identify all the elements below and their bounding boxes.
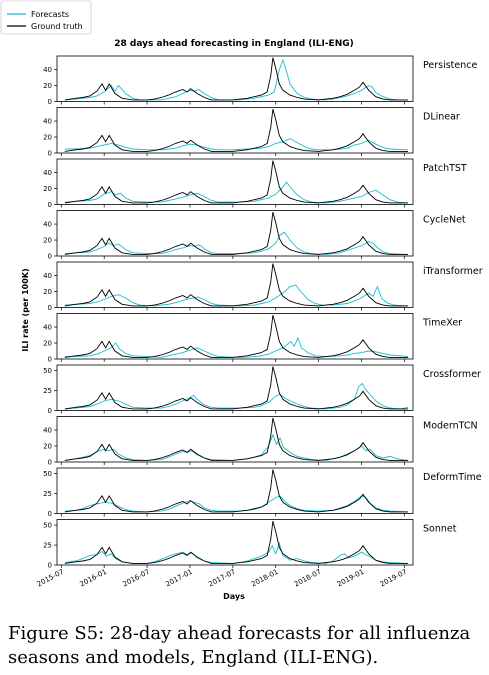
y-tick-label: 40 — [43, 427, 52, 435]
forecast-line — [64, 541, 409, 564]
panel-patchtst: 0 20 40 PatchTST — [43, 158, 467, 209]
y-tick-label: 20 — [43, 134, 52, 142]
y-tick-label: 25 — [43, 542, 52, 550]
x-tick-label: 2019-01 — [336, 568, 366, 589]
ground-truth-line — [64, 108, 408, 152]
forecast-line — [64, 337, 409, 358]
y-tick-label: 0 — [48, 407, 52, 415]
y-tick-label: 40 — [43, 324, 52, 332]
y-tick-label: 40 — [43, 169, 52, 177]
forecast-line — [64, 433, 409, 461]
y-tick-label: 20 — [43, 340, 52, 348]
y-tick-label: 25 — [43, 490, 52, 498]
y-tick-label: 20 — [43, 237, 52, 245]
legend-forecast-label: Forecasts — [31, 10, 69, 19]
ground-truth-line — [64, 520, 408, 564]
y-tick-label: 25 — [43, 387, 52, 395]
y-axis-label: ILI rate (per 100K) — [21, 268, 30, 351]
y-tick-label: 20 — [43, 82, 52, 90]
model-label-patchtst: PatchTST — [423, 163, 467, 174]
legend: Forecasts Ground truth — [0, 0, 92, 35]
model-label-deformtime: DeformTime — [423, 472, 482, 483]
y-tick-label: 50 — [43, 367, 52, 375]
ground-truth-line — [64, 366, 408, 410]
y-tick-label: 40 — [43, 66, 52, 74]
model-label-dlinear: DLinear — [423, 112, 460, 123]
panel-frame — [56, 210, 414, 257]
x-tick-label: 2017-01 — [164, 568, 194, 589]
x-tick-label: 2018-01 — [250, 568, 280, 589]
y-tick-label: 20 — [43, 443, 52, 451]
panel-frame — [56, 467, 414, 514]
y-tick-label: 0 — [48, 253, 52, 261]
ground-truth-line — [64, 469, 408, 513]
model-label-sonnet: Sonnet — [423, 524, 457, 535]
forecast-line — [64, 284, 409, 307]
panel-frame — [56, 158, 414, 205]
panel-frame — [56, 364, 414, 411]
y-tick-label: 0 — [48, 459, 52, 467]
forecast-line — [64, 138, 409, 151]
panel-persistence: 0 20 40 Persistence — [43, 55, 477, 106]
y-tick-label: 0 — [48, 304, 52, 312]
y-tick-label: 20 — [43, 288, 52, 296]
panel-frame — [56, 519, 414, 566]
x-axis-label: Days — [223, 592, 245, 601]
x-tick-label: 2016-07 — [121, 568, 151, 589]
panel-cyclenet: 0 20 40 CycleNet — [43, 210, 466, 261]
y-tick-label: 0 — [48, 150, 52, 158]
model-label-moderntcn: ModernTCN — [423, 421, 478, 432]
model-label-cyclenet: CycleNet — [423, 215, 466, 226]
chart-title: 28 days ahead forecasting in England (IL… — [114, 39, 354, 49]
y-tick-label: 0 — [48, 562, 52, 570]
forecast-line — [64, 181, 409, 204]
forecast-line — [64, 58, 408, 101]
y-tick-label: 20 — [43, 185, 52, 193]
panel-frame — [56, 107, 414, 154]
forecast-line — [64, 382, 409, 410]
ground-truth-line — [64, 314, 408, 358]
ground-truth-line — [64, 211, 408, 255]
panel-itransformer: 0 20 40 iTransformer — [43, 261, 483, 312]
y-tick-label: 0 — [48, 201, 52, 209]
x-tick-label: 2015-07 — [36, 568, 66, 589]
panel-sonnet: 0 25 50 Sonnet — [43, 519, 457, 570]
x-tick-label: 2016-01 — [79, 568, 109, 589]
forecast-line — [64, 495, 409, 513]
figure-caption: Figure S5: 28-day ahead forecasts for al… — [8, 623, 471, 668]
y-tick-label: 40 — [43, 272, 52, 280]
panel-deformtime: 0 25 50 DeformTime — [43, 467, 482, 518]
panel-crossformer: 0 25 50 Crossformer — [43, 364, 481, 415]
panel-frame — [56, 55, 414, 102]
y-tick-label: 0 — [48, 356, 52, 364]
y-tick-label: 0 — [48, 98, 52, 106]
x-tick-label: 2017-07 — [207, 568, 237, 589]
panel-dlinear: 0 20 40 DLinear — [43, 107, 460, 158]
y-tick-label: 40 — [43, 118, 52, 126]
y-tick-label: 40 — [43, 221, 52, 229]
ground-truth-line — [64, 417, 408, 461]
legend-truth-label: Ground truth — [31, 22, 83, 31]
y-tick-label: 50 — [43, 522, 52, 530]
model-label-itransformer: iTransformer — [423, 266, 483, 277]
model-label-persistence: Persistence — [423, 60, 477, 71]
panel-moderntcn: 0 20 40 ModernTCN — [43, 416, 478, 467]
x-tick-label: 2019-07 — [379, 568, 409, 589]
model-label-crossformer: Crossformer — [423, 369, 481, 380]
panel-frame — [56, 416, 414, 463]
ground-truth-line — [64, 57, 408, 101]
ground-truth-line — [64, 263, 408, 307]
figure: Forecasts Ground truth 28 days ahead for… — [0, 0, 483, 601]
model-label-timexer: TimeXer — [422, 318, 462, 329]
y-tick-label: 50 — [43, 470, 52, 478]
panel-frame — [56, 261, 414, 308]
panels: 0 20 40 Persistence 0 20 40 DLinear 0 20 40 PatchTS… — [36, 55, 483, 589]
x-tick-label: 2018-07 — [293, 568, 323, 589]
panel-frame — [56, 313, 414, 360]
y-tick-label: 0 — [48, 510, 52, 518]
panel-timexer: 0 20 40 TimeXer — [43, 313, 462, 364]
ground-truth-line — [64, 160, 408, 204]
